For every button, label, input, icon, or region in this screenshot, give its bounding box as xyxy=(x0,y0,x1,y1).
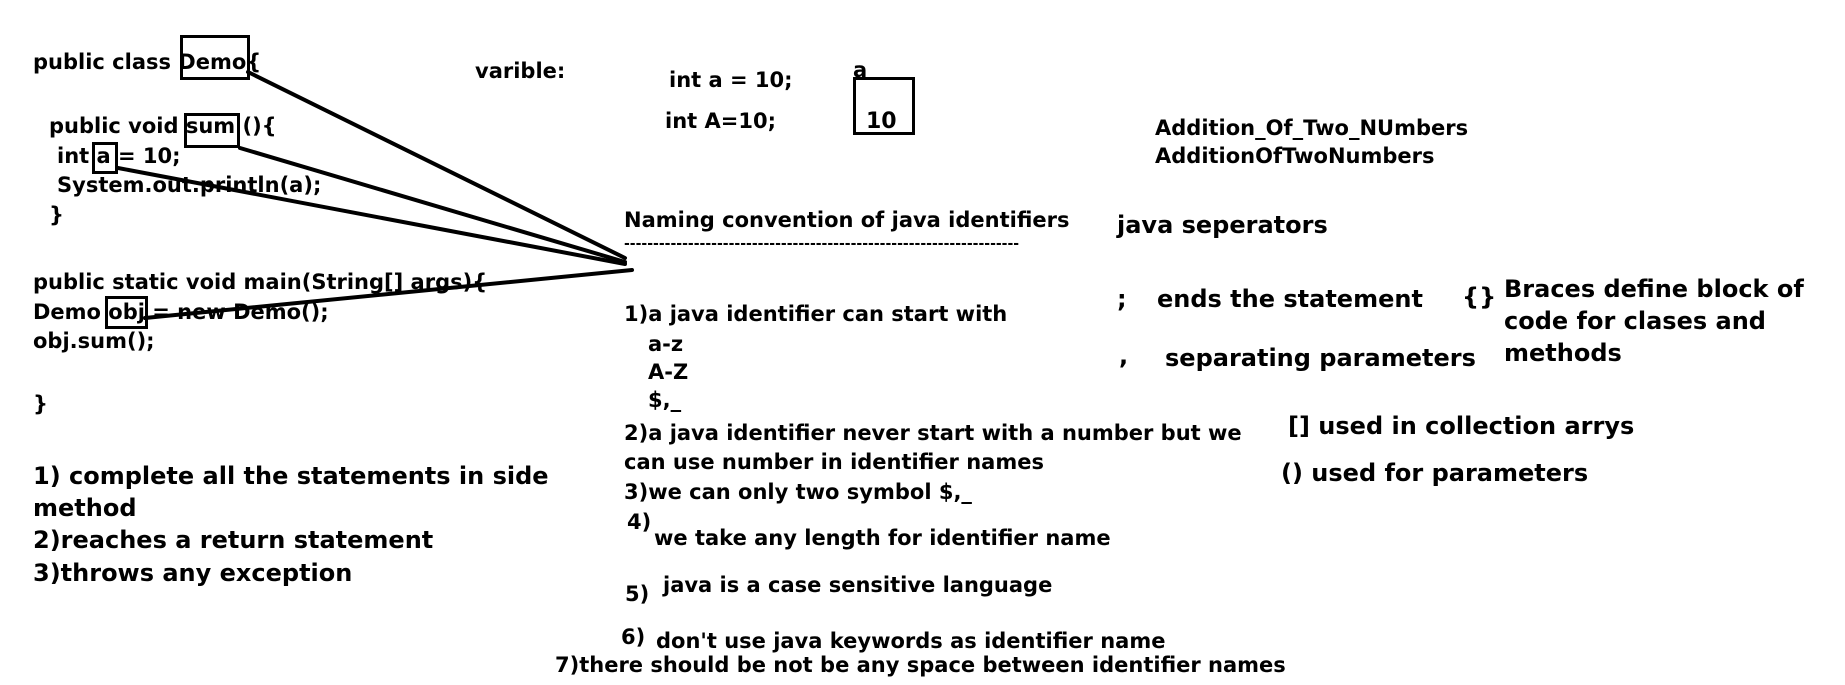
code-line-print: System.out.println(a); xyxy=(57,173,322,197)
code-line-close-class: } xyxy=(33,392,48,416)
code-line-new-obj: Demo obj = new Demo(); xyxy=(33,300,329,324)
memory-box xyxy=(853,77,915,135)
highlight-obj xyxy=(105,296,148,329)
separator-semicolon: ; xyxy=(1117,285,1127,313)
separator-comma: , xyxy=(1119,342,1129,370)
separators-title: java seperators xyxy=(1117,211,1328,239)
naming-underline: ----------------------------------------… xyxy=(624,237,1020,251)
rule-1-symbols: $,_ xyxy=(648,388,682,412)
rule-2b: can use number in identifier names xyxy=(624,450,1044,474)
code-line-close-method: } xyxy=(49,203,64,227)
highlight-demo xyxy=(180,35,250,80)
connector-a xyxy=(116,166,627,266)
note-complete-statements: 1) complete all the statements in side xyxy=(33,462,549,490)
rule-6: don't use java keywords as identifier na… xyxy=(656,629,1166,653)
rule-1-upper: A-Z xyxy=(648,360,689,384)
separator-braces: {} xyxy=(1462,283,1497,311)
note-exception: 3)throws any exception xyxy=(33,559,353,587)
braces-desc-1: Braces define block of xyxy=(1504,275,1804,303)
note-return: 2)reaches a return statement xyxy=(33,526,434,554)
variable-decl-upper: int A=10; xyxy=(665,109,776,133)
separator-semicolon-desc: ends the statement xyxy=(1157,285,1423,313)
connector-demo xyxy=(246,70,627,260)
code-line-call: obj.sum(); xyxy=(33,329,155,353)
code-line-class: public class Demo{ xyxy=(33,50,262,74)
example-underscore: Addition_Of_Two_NUmbers xyxy=(1155,116,1469,140)
rule-5-number: 5) xyxy=(625,582,650,606)
braces-desc-3: methods xyxy=(1504,339,1622,367)
rule-1-lower: a-z xyxy=(648,332,684,356)
memory-box-name: a xyxy=(853,58,868,82)
connector-sum xyxy=(238,146,627,264)
separator-comma-desc: separating parameters xyxy=(1165,344,1476,372)
separator-brackets: [] used in collection arrys xyxy=(1288,412,1635,440)
rule-1: 1)a java identifier can start with xyxy=(624,302,1008,326)
variable-decl-lower: int a = 10; xyxy=(669,68,793,92)
connector-obj xyxy=(143,268,634,320)
code-line-decl: int a = 10; xyxy=(57,144,181,168)
memory-box-value: 10 xyxy=(866,109,897,134)
rule-5: java is a case sensitive language xyxy=(663,573,1053,597)
variable-label: varible: xyxy=(475,59,566,83)
naming-title: Naming convention of java identifiers xyxy=(624,208,1070,232)
separator-parens: () used for parameters xyxy=(1281,459,1589,487)
rule-3: 3)we can only two symbol $,_ xyxy=(624,480,972,504)
braces-desc-2: code for clases and xyxy=(1504,307,1766,335)
rule-7: 7)there should be not be any space betwe… xyxy=(555,653,1286,677)
highlight-sum xyxy=(184,113,240,148)
note-method: method xyxy=(33,494,137,522)
rule-2a: 2)a java identifier never start with a n… xyxy=(624,421,1242,445)
highlight-a xyxy=(92,142,118,174)
example-camel: AdditionOfTwoNumbers xyxy=(1155,144,1435,168)
rule-6-number: 6) xyxy=(621,625,646,649)
rule-4: we take any length for identifier name xyxy=(654,526,1111,550)
rule-4-number: 4) xyxy=(627,510,652,534)
code-line-method: public void sum (){ xyxy=(49,114,277,138)
code-line-main: public static void main(String[] args){ xyxy=(33,270,488,294)
